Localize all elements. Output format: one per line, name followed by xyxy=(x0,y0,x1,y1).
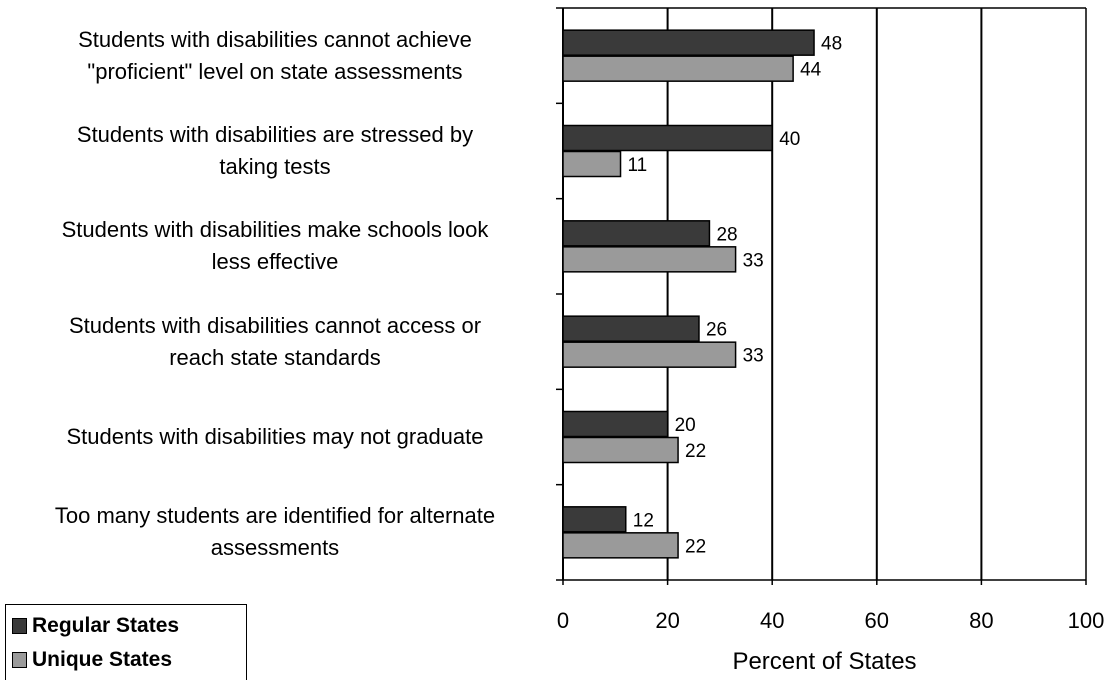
category-label-line: Students with disabilities cannot access… xyxy=(68,312,482,338)
category-label: Students with disabilities cannot achiev… xyxy=(0,24,550,88)
x-tick-label: 40 xyxy=(760,608,784,633)
data-label: 20 xyxy=(675,415,696,436)
legend: Regular States Unique States xyxy=(5,604,247,680)
category-label-line: Students with disabilities cannot achiev… xyxy=(78,26,472,52)
bar-regular xyxy=(562,124,773,152)
bar-regular xyxy=(562,29,815,56)
bar-unique xyxy=(562,341,737,368)
x-axis-title: Percent of States xyxy=(732,648,916,675)
bar-regular xyxy=(562,410,669,438)
category-label: Students with disabilities may not gradu… xyxy=(0,421,550,453)
x-tick-label: 80 xyxy=(969,608,993,633)
legend-label-unique-states: Unique States xyxy=(32,648,173,671)
category-label-line: assessments xyxy=(210,535,340,561)
bar-regular xyxy=(562,220,711,247)
legend-swatch-unique-states xyxy=(12,652,27,668)
category-label-line: taking tests xyxy=(219,154,331,179)
category-label-line: Too many students are identified for alt… xyxy=(54,503,496,529)
category-label-line: Students with disabilities make schools … xyxy=(61,217,489,243)
bar-unique xyxy=(562,150,622,178)
legend-item-regular-states: Regular States xyxy=(12,611,179,641)
category-label: Students with disabilities cannot access… xyxy=(0,310,550,374)
data-label: 33 xyxy=(743,346,764,367)
category-label-line: reach state standards xyxy=(169,344,381,370)
category-label-line: Students with disabilities may not gradu… xyxy=(66,424,484,449)
data-label: 11 xyxy=(628,155,648,176)
data-label: 40 xyxy=(779,129,800,150)
data-label: 22 xyxy=(685,441,706,462)
category-label-line: less effective xyxy=(211,249,339,275)
data-label: 26 xyxy=(706,320,727,341)
data-label: 12 xyxy=(633,510,654,531)
bar-regular xyxy=(562,315,700,342)
bar-unique xyxy=(562,532,679,559)
category-label: Too many students are identified for alt… xyxy=(0,500,550,564)
category-label-line: "proficient" level on state assessments xyxy=(87,58,463,84)
data-label: 48 xyxy=(821,34,842,55)
bar-regular xyxy=(562,506,627,533)
x-tick-label: 20 xyxy=(655,608,679,633)
data-label: 33 xyxy=(743,250,764,271)
legend-label-regular-states: Regular States xyxy=(32,614,180,637)
x-tick-label: 100 xyxy=(1068,608,1105,633)
category-label: Students with disabilities make schools … xyxy=(0,214,550,278)
data-label: 22 xyxy=(685,536,706,557)
legend-swatch-regular-states xyxy=(12,618,27,634)
bar-unique xyxy=(562,55,794,82)
x-tick-label: 60 xyxy=(865,608,889,633)
category-label-line: Students with disabilities are stressed … xyxy=(76,122,474,147)
legend-item-unique-states: Unique States xyxy=(12,645,172,675)
x-tick-label: 0 xyxy=(557,608,569,633)
data-label: 44 xyxy=(800,60,822,81)
bar-unique xyxy=(562,246,737,273)
bar-unique xyxy=(562,436,679,464)
category-label: Students with disabilities are stressed … xyxy=(0,119,550,183)
data-label: 28 xyxy=(716,224,737,245)
